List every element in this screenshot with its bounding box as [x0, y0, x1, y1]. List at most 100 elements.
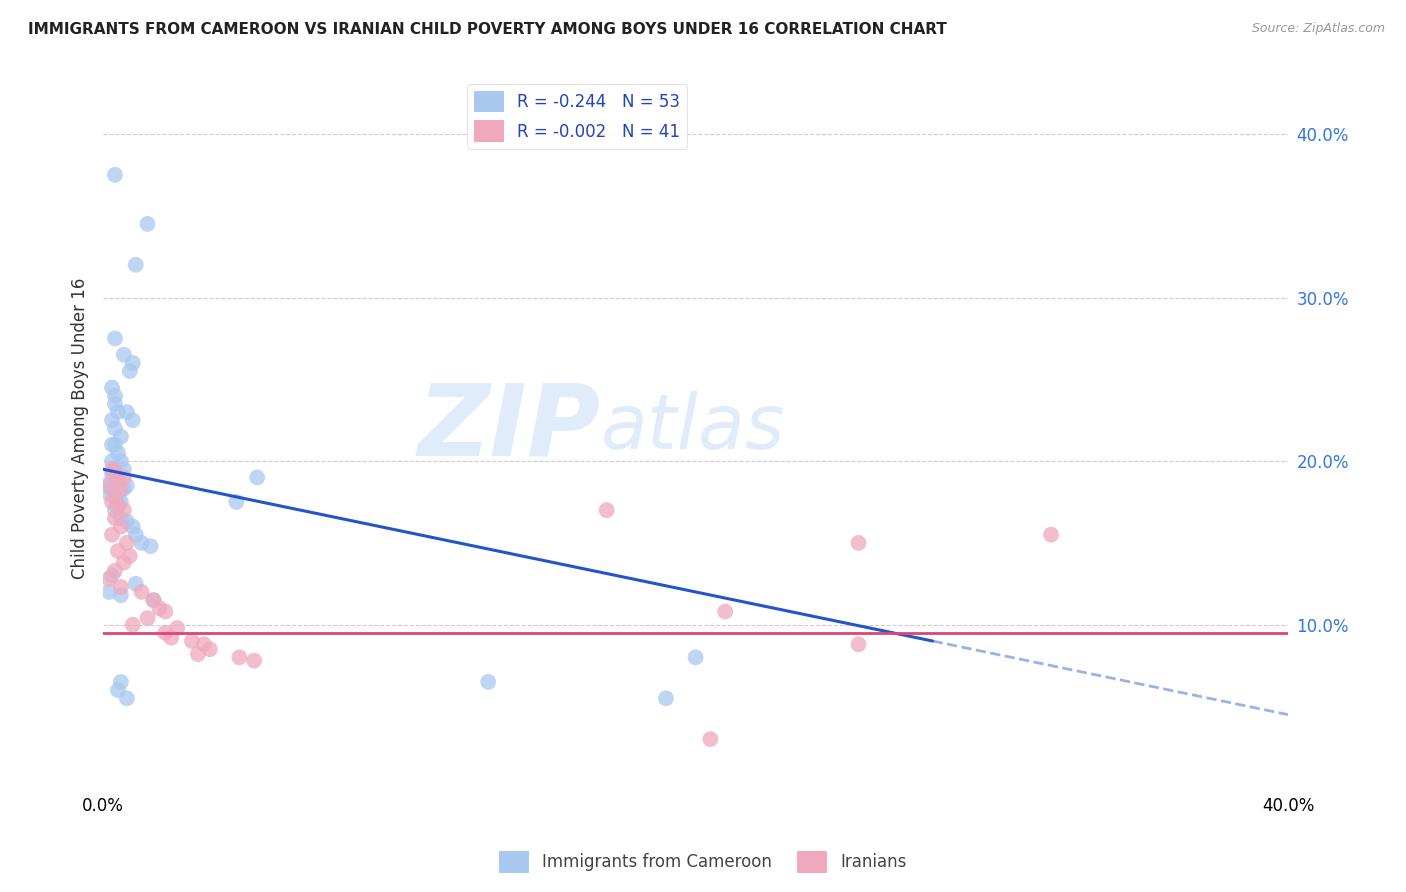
Point: [125, 527, 148, 541]
Point: [243, 654, 266, 668]
Point: [104, 466, 127, 480]
Point: [104, 397, 127, 411]
Point: [848, 536, 870, 550]
Point: [104, 389, 127, 403]
Point: [193, 637, 215, 651]
Point: [112, 348, 135, 362]
Point: [107, 405, 129, 419]
Point: [98, 477, 121, 491]
Point: [136, 611, 159, 625]
Point: [110, 495, 132, 509]
Point: [228, 650, 250, 665]
Point: [118, 549, 141, 563]
Point: [104, 511, 127, 525]
Point: [104, 421, 127, 435]
Point: [98, 585, 121, 599]
Point: [104, 168, 127, 182]
Y-axis label: Child Poverty Among Boys Under 16: Child Poverty Among Boys Under 16: [72, 277, 89, 579]
Point: [101, 454, 124, 468]
Point: [131, 585, 153, 599]
Point: [110, 454, 132, 468]
Point: [1040, 527, 1063, 541]
Point: [160, 631, 183, 645]
Point: [187, 647, 209, 661]
Point: [110, 482, 132, 496]
Point: [115, 515, 138, 529]
Point: [104, 564, 127, 578]
Text: Source: ZipAtlas.com: Source: ZipAtlas.com: [1251, 22, 1385, 36]
Point: [142, 593, 165, 607]
Point: [115, 691, 138, 706]
Point: [104, 490, 127, 504]
Point: [125, 258, 148, 272]
Point: [104, 438, 127, 452]
Point: [155, 625, 177, 640]
Point: [477, 674, 499, 689]
Point: [655, 691, 678, 706]
Legend: Immigrants from Cameroon, Iranians: Immigrants from Cameroon, Iranians: [492, 845, 914, 880]
Point: [107, 500, 129, 514]
Point: [131, 536, 153, 550]
Point: [148, 601, 170, 615]
Point: [181, 634, 204, 648]
Point: [110, 429, 132, 443]
Point: [166, 621, 188, 635]
Point: [118, 364, 141, 378]
Point: [714, 605, 737, 619]
Point: [104, 331, 127, 345]
Point: [121, 413, 143, 427]
Point: [112, 556, 135, 570]
Point: [246, 470, 269, 484]
Point: [115, 478, 138, 492]
Point: [112, 503, 135, 517]
Point: [107, 683, 129, 698]
Point: [121, 519, 143, 533]
Point: [198, 642, 221, 657]
Point: [101, 438, 124, 452]
Point: [107, 495, 129, 509]
Point: [110, 674, 132, 689]
Point: [107, 474, 129, 488]
Text: ZIP: ZIP: [418, 380, 600, 477]
Point: [101, 413, 124, 427]
Point: [104, 462, 127, 476]
Point: [107, 446, 129, 460]
Point: [125, 576, 148, 591]
Point: [107, 474, 129, 488]
Point: [225, 495, 247, 509]
Point: [121, 356, 143, 370]
Point: [121, 617, 143, 632]
Point: [155, 605, 177, 619]
Point: [101, 380, 124, 394]
Point: [104, 503, 127, 517]
Point: [110, 511, 132, 525]
Text: atlas: atlas: [600, 392, 786, 466]
Point: [101, 483, 124, 498]
Point: [112, 462, 135, 476]
Point: [101, 527, 124, 541]
Point: [98, 478, 121, 492]
Point: [104, 470, 127, 484]
Point: [110, 580, 132, 594]
Point: [112, 482, 135, 496]
Point: [107, 544, 129, 558]
Point: [685, 650, 707, 665]
Point: [98, 572, 121, 586]
Point: [139, 539, 162, 553]
Point: [101, 462, 124, 476]
Point: [136, 217, 159, 231]
Point: [110, 519, 132, 533]
Point: [115, 405, 138, 419]
Point: [110, 588, 132, 602]
Legend: R = -0.244   N = 53, R = -0.002   N = 41: R = -0.244 N = 53, R = -0.002 N = 41: [467, 84, 688, 149]
Point: [101, 467, 124, 482]
Point: [101, 495, 124, 509]
Point: [142, 593, 165, 607]
Point: [848, 637, 870, 651]
Point: [112, 470, 135, 484]
Text: IMMIGRANTS FROM CAMEROON VS IRANIAN CHILD POVERTY AMONG BOYS UNDER 16 CORRELATIO: IMMIGRANTS FROM CAMEROON VS IRANIAN CHIL…: [28, 22, 948, 37]
Point: [98, 487, 121, 501]
Point: [115, 536, 138, 550]
Point: [101, 568, 124, 582]
Point: [699, 732, 721, 747]
